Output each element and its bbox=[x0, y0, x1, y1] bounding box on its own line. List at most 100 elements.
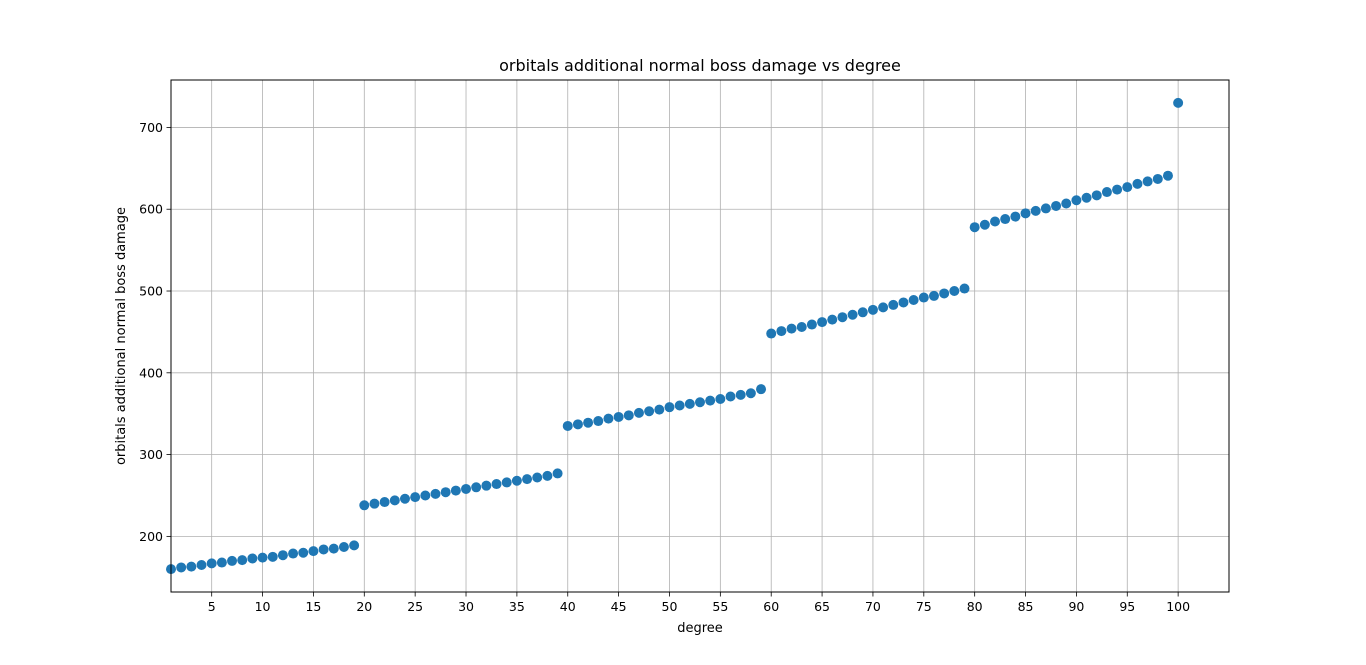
x-axis-ticks: 5 10 15 20 25 30 35 40 45 50 55 60 65 70 75 80 85 90 95 100 bbox=[208, 592, 1190, 614]
x-tick-label: 85 bbox=[1018, 599, 1034, 614]
data-point bbox=[461, 483, 472, 494]
data-point bbox=[654, 404, 665, 415]
x-tick-label: 35 bbox=[509, 599, 525, 614]
data-point bbox=[898, 297, 909, 308]
data-point bbox=[664, 402, 675, 413]
data-point bbox=[267, 551, 278, 562]
data-point bbox=[532, 472, 543, 483]
data-point bbox=[715, 393, 726, 404]
x-tick-label: 55 bbox=[712, 599, 728, 614]
data-point bbox=[206, 558, 217, 569]
y-axis-label: orbitals additional normal boss damage bbox=[114, 207, 129, 465]
data-point bbox=[817, 317, 828, 328]
x-tick-label: 25 bbox=[407, 599, 423, 614]
data-point bbox=[674, 400, 685, 411]
data-point bbox=[247, 553, 258, 564]
data-point bbox=[237, 555, 248, 566]
data-point bbox=[399, 493, 410, 504]
x-tick-label: 10 bbox=[255, 599, 271, 614]
data-point bbox=[837, 312, 848, 323]
x-tick-label: 80 bbox=[967, 599, 983, 614]
data-point bbox=[1071, 195, 1082, 206]
x-tick-label: 30 bbox=[458, 599, 474, 614]
data-point bbox=[928, 290, 939, 301]
data-point bbox=[501, 477, 512, 488]
data-point bbox=[959, 283, 970, 294]
data-point bbox=[684, 398, 695, 409]
data-point bbox=[1010, 211, 1021, 222]
data-point bbox=[1101, 187, 1112, 198]
data-point bbox=[1030, 205, 1041, 216]
data-point bbox=[216, 557, 227, 568]
data-point bbox=[1040, 203, 1051, 214]
data-point bbox=[603, 413, 614, 424]
data-point bbox=[471, 482, 482, 493]
data-point bbox=[420, 490, 431, 501]
data-point bbox=[440, 487, 451, 498]
data-point bbox=[572, 419, 583, 430]
y-tick-label: 500 bbox=[139, 284, 163, 299]
data-point bbox=[806, 319, 817, 330]
y-tick-label: 300 bbox=[139, 447, 163, 462]
data-point bbox=[695, 397, 705, 408]
data-point bbox=[1122, 182, 1133, 193]
data-point bbox=[1173, 97, 1184, 108]
x-axis-label: degree bbox=[677, 621, 723, 636]
data-point bbox=[705, 395, 716, 406]
data-point bbox=[633, 407, 644, 418]
data-point bbox=[542, 470, 553, 481]
data-point bbox=[389, 495, 400, 506]
data-point bbox=[176, 562, 187, 573]
data-point bbox=[369, 498, 380, 509]
y-tick-label: 600 bbox=[139, 202, 163, 217]
data-point bbox=[359, 500, 370, 511]
data-point bbox=[511, 475, 522, 486]
data-point bbox=[522, 474, 533, 485]
data-point bbox=[1000, 214, 1011, 225]
data-point bbox=[430, 488, 441, 499]
data-point bbox=[450, 485, 461, 496]
x-tick-label: 95 bbox=[1119, 599, 1135, 614]
data-point bbox=[227, 555, 238, 566]
chart-title: orbitals additional normal boss damage v… bbox=[499, 56, 901, 75]
data-point bbox=[1051, 200, 1062, 211]
data-points bbox=[166, 97, 1184, 575]
x-tick-label: 15 bbox=[305, 599, 321, 614]
data-point bbox=[257, 552, 268, 563]
data-point bbox=[1020, 208, 1031, 219]
data-point bbox=[878, 302, 889, 313]
data-point bbox=[1152, 173, 1163, 184]
data-point bbox=[644, 406, 655, 417]
data-point bbox=[410, 492, 421, 503]
data-point bbox=[338, 542, 349, 553]
x-tick-label: 100 bbox=[1166, 599, 1190, 614]
data-point bbox=[939, 288, 950, 299]
data-point bbox=[888, 299, 899, 310]
data-point bbox=[613, 411, 624, 422]
x-tick-label: 65 bbox=[814, 599, 830, 614]
data-point bbox=[186, 561, 197, 572]
y-axis-ticks: 200 300 400 500 600 700 bbox=[139, 120, 171, 544]
data-point bbox=[379, 497, 390, 508]
data-point bbox=[1132, 178, 1143, 189]
data-point bbox=[481, 480, 492, 491]
x-tick-label: 45 bbox=[611, 599, 627, 614]
data-point bbox=[196, 560, 207, 571]
data-point bbox=[349, 540, 360, 551]
x-tick-label: 50 bbox=[662, 599, 678, 614]
data-point bbox=[725, 391, 736, 402]
y-tick-label: 700 bbox=[139, 120, 163, 135]
y-tick-label: 200 bbox=[139, 529, 163, 544]
data-point bbox=[766, 328, 777, 339]
data-point bbox=[318, 544, 329, 555]
data-point bbox=[1081, 192, 1092, 203]
data-point bbox=[949, 286, 960, 297]
x-tick-label: 20 bbox=[356, 599, 372, 614]
data-point bbox=[593, 416, 604, 427]
data-point bbox=[1091, 190, 1102, 201]
x-tick-label: 90 bbox=[1068, 599, 1084, 614]
x-tick-label: 40 bbox=[560, 599, 576, 614]
data-point bbox=[735, 389, 746, 400]
data-point bbox=[1061, 198, 1072, 209]
